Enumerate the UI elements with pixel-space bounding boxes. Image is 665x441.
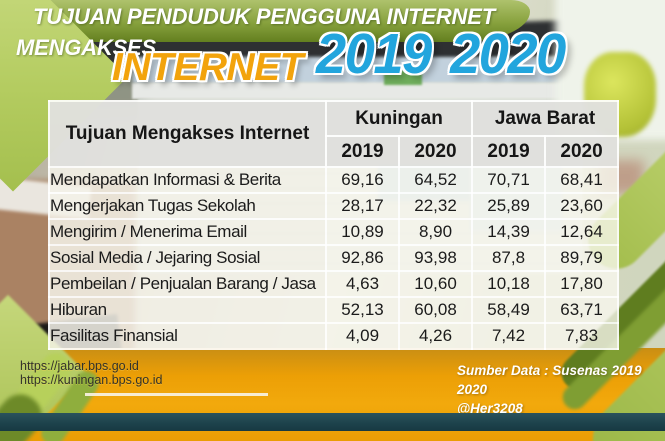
value-cell: 10,89 bbox=[325, 218, 400, 246]
year-header: 2020 bbox=[397, 135, 474, 168]
source-text: Sumber Data : Susenas 2019 2020 bbox=[457, 363, 642, 397]
table-row: Sosial Media / Jejaring Sosial 92,86 93,… bbox=[48, 244, 620, 272]
value-cell: 8,90 bbox=[397, 218, 474, 246]
year-header: 2019 bbox=[325, 135, 400, 168]
spreadsheet-ribbon bbox=[132, 57, 577, 83]
row-label: Mengirim / Menerima Email bbox=[48, 218, 327, 246]
value-cell: 60,08 bbox=[397, 296, 474, 324]
value-cell: 4,09 bbox=[325, 322, 400, 350]
row-label: Sosial Media / Jejaring Sosial bbox=[48, 244, 327, 272]
group-header-kuningan: Kuningan bbox=[324, 100, 474, 137]
value-cell: 17,80 bbox=[544, 270, 620, 298]
value-cell: 7,83 bbox=[544, 322, 620, 350]
value-cell: 28,17 bbox=[325, 192, 400, 220]
value-cell: 10,60 bbox=[397, 270, 474, 298]
table-header-row-groups: Tujuan Mengakses Internet Kuningan Jawa … bbox=[48, 100, 620, 168]
value-cell: 4,63 bbox=[325, 270, 400, 298]
row-label: Fasilitas Finansial bbox=[48, 322, 327, 350]
table-row: Mendapatkan Informasi & Berita 69,16 64,… bbox=[48, 166, 620, 194]
table-header-row-years: 2019 2020 2019 2020 bbox=[49, 135, 620, 168]
year-header: 2019 bbox=[471, 135, 547, 168]
value-cell: 92,86 bbox=[325, 244, 400, 272]
spreadsheet-toolbar bbox=[132, 83, 562, 99]
value-cell: 63,71 bbox=[544, 296, 620, 324]
value-cell: 89,79 bbox=[544, 244, 620, 272]
url-jabar[interactable]: https://jabar.bps.go.id bbox=[20, 359, 139, 373]
year-header: 2020 bbox=[544, 135, 620, 168]
value-cell: 52,13 bbox=[325, 296, 400, 324]
author-handle: @Her3208 bbox=[457, 401, 523, 416]
table-row: Pembeilan / Penjualan Barang / Jasa 4,63… bbox=[48, 270, 620, 298]
value-cell: 68,41 bbox=[544, 166, 620, 194]
value-cell: 70,71 bbox=[471, 166, 547, 194]
slide-title-line1: TUJUAN PENDUDUK PENGGUNA INTERNET bbox=[33, 4, 495, 29]
row-label: Mengerjakan Tugas Sekolah bbox=[48, 192, 327, 220]
title-banner bbox=[0, 0, 530, 42]
data-source-credit: Sumber Data : Susenas 2019 2020 @Her3208 bbox=[457, 361, 662, 418]
table-row: Hiburan 52,13 60,08 58,49 63,71 bbox=[48, 296, 620, 324]
source-urls: https://jabar.bps.go.id https://kuningan… bbox=[20, 359, 162, 387]
value-cell: 93,98 bbox=[397, 244, 474, 272]
value-cell: 22,32 bbox=[397, 192, 474, 220]
table-row: Mengerjakan Tugas Sekolah 28,17 22,32 25… bbox=[48, 192, 620, 220]
divider-line bbox=[85, 393, 268, 396]
value-cell: 64,52 bbox=[397, 166, 474, 194]
value-cell: 10,18 bbox=[471, 270, 547, 298]
group-header-jawa-barat: Jawa Barat bbox=[471, 100, 620, 137]
value-cell: 87,8 bbox=[471, 244, 547, 272]
row-label: Hiburan bbox=[48, 296, 327, 324]
value-cell: 25,89 bbox=[471, 192, 547, 220]
table-row: Mengirim / Menerima Email 10,89 8,90 14,… bbox=[48, 218, 620, 246]
slide-title-line2: MENGAKSES bbox=[16, 35, 156, 60]
row-label: Mendapatkan Informasi & Berita bbox=[48, 166, 327, 194]
wordart-years: 2019 2020 bbox=[316, 22, 566, 86]
table-row: Fasilitas Finansial 4,09 4,26 7,42 7,83 bbox=[48, 322, 620, 350]
statistics-table: Tujuan Mengakses Internet Kuningan Jawa … bbox=[48, 100, 620, 350]
value-cell: 14,39 bbox=[471, 218, 547, 246]
teal-bottom-bar bbox=[0, 413, 665, 431]
url-kuningan[interactable]: https://kuningan.bps.go.id bbox=[20, 373, 163, 387]
spreadsheet-green-cell bbox=[384, 70, 422, 85]
value-cell: 4,26 bbox=[397, 322, 474, 350]
value-cell: 69,16 bbox=[325, 166, 400, 194]
row-label: Pembeilan / Penjualan Barang / Jasa bbox=[48, 270, 327, 298]
value-cell: 12,64 bbox=[544, 218, 620, 246]
wordart-internet: INTERNET bbox=[112, 46, 304, 89]
value-cell: 23,60 bbox=[544, 192, 620, 220]
corner-header-cell: Tujuan Mengakses Internet bbox=[48, 100, 327, 168]
value-cell: 58,49 bbox=[471, 296, 547, 324]
value-cell: 7,42 bbox=[471, 322, 547, 350]
